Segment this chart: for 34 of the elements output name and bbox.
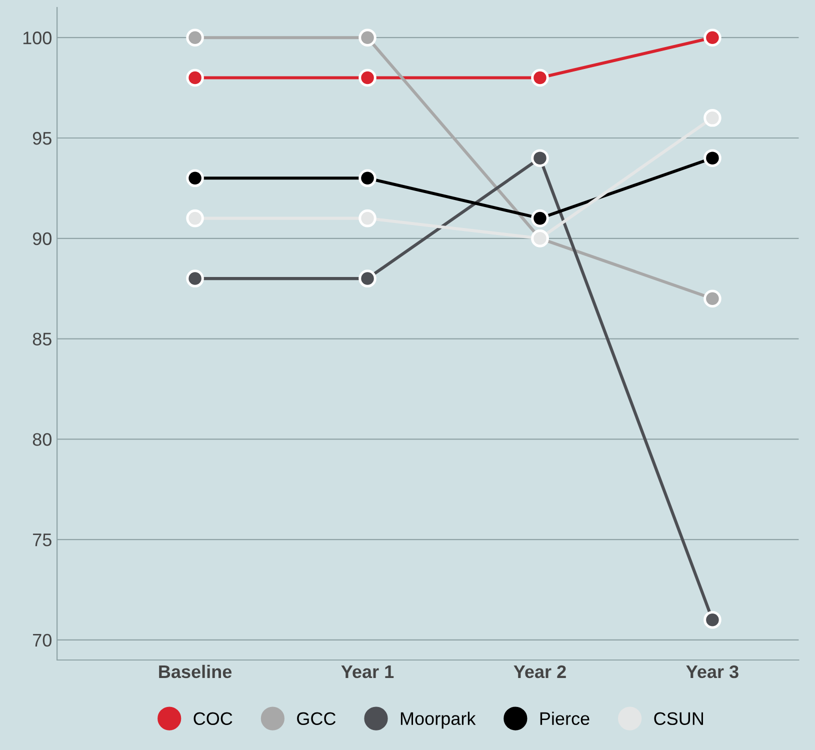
y-tick-label: 90 xyxy=(32,232,52,246)
point xyxy=(358,68,376,87)
point xyxy=(704,610,722,629)
legend-label: CSUN xyxy=(654,712,703,726)
x-tick-label: Year 3 xyxy=(686,665,738,678)
point xyxy=(358,209,376,228)
y-tick-label: 75 xyxy=(33,534,52,546)
legend-label: Pierce xyxy=(540,712,590,726)
x-tick-label: Year 2 xyxy=(514,665,566,678)
point xyxy=(704,28,722,47)
legend-label: GCC xyxy=(297,712,336,726)
point xyxy=(186,68,204,87)
x-tick-label: Year 1 xyxy=(341,666,394,678)
point xyxy=(358,270,376,288)
point xyxy=(186,28,204,47)
x-tick-label: Baseline xyxy=(159,664,232,678)
y-tick-label: 80 xyxy=(32,433,52,446)
point xyxy=(358,169,376,188)
legend-label: Moorpark xyxy=(400,712,476,729)
point xyxy=(531,68,549,87)
y-tick-label: 95 xyxy=(32,132,52,145)
point xyxy=(531,209,549,228)
point xyxy=(704,149,722,167)
y-tick-label: 100 xyxy=(23,32,52,44)
y-tick-label: 70 xyxy=(33,634,52,647)
legend-label: COC xyxy=(194,712,232,726)
point xyxy=(186,270,204,288)
point xyxy=(704,109,722,127)
point xyxy=(186,169,204,188)
y-tick-label: 85 xyxy=(32,332,52,346)
point xyxy=(186,209,204,228)
point xyxy=(358,28,376,47)
point xyxy=(704,290,722,308)
point xyxy=(531,149,549,167)
